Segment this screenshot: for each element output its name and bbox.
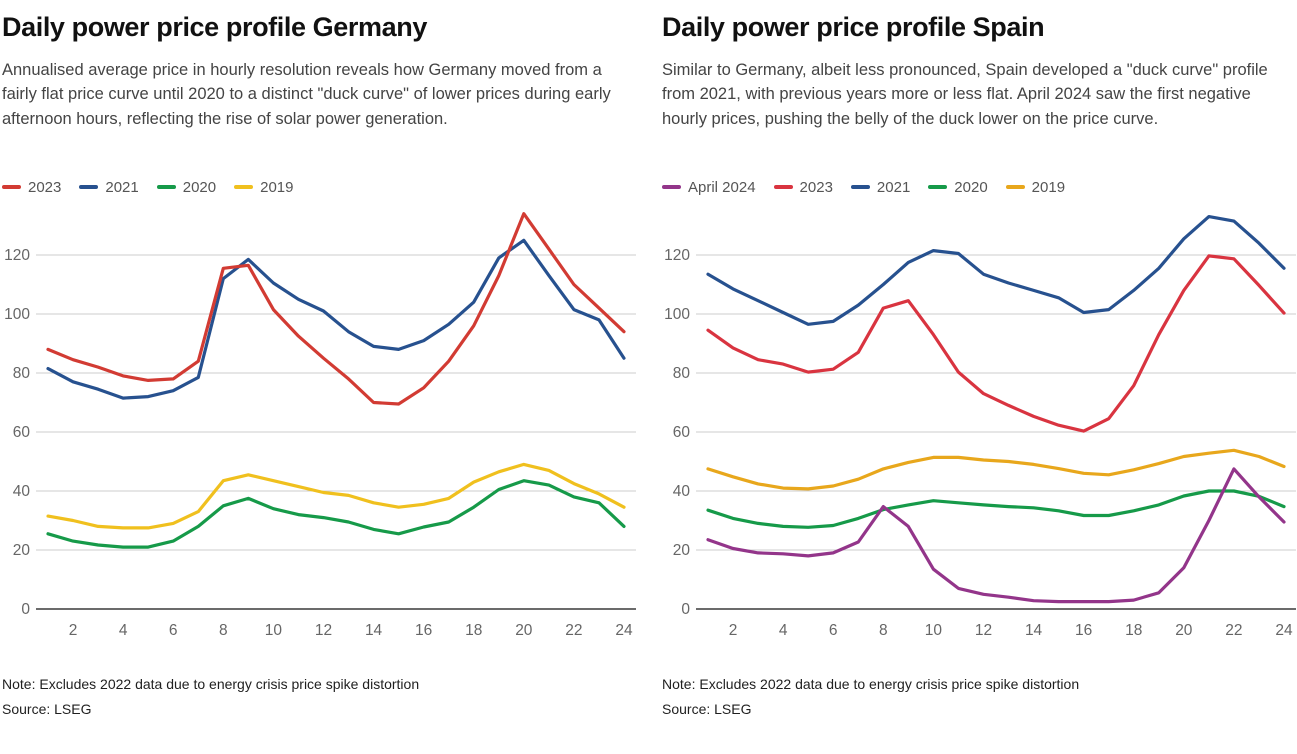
chart-source: Source: LSEG — [2, 701, 92, 718]
legend-swatch — [79, 185, 99, 189]
x-tick-label: 24 — [615, 622, 633, 639]
chart-source: Source: LSEG — [662, 701, 752, 718]
legend-item-2020: 2020 — [156, 178, 217, 196]
y-tick-label: 60 — [13, 424, 31, 441]
chart-subtitle-germany: Annualised average price in hourly resol… — [2, 61, 611, 128]
y-tick-label: 120 — [4, 247, 30, 264]
y-tick-label: 60 — [673, 424, 691, 441]
legend-label: 2019 — [260, 178, 294, 196]
x-tick-label: 6 — [169, 622, 178, 639]
page: Daily power price profile Germany Annual… — [2, 12, 1297, 722]
series-line-2021 — [706, 215, 1286, 326]
series-line-2023 — [46, 212, 626, 406]
legend-label: 2023 — [799, 178, 833, 196]
y-tick-label: 20 — [13, 542, 31, 559]
legend-label: 2021 — [876, 178, 911, 196]
x-tick-label: 22 — [1225, 622, 1242, 639]
y-tick-label: 80 — [13, 365, 31, 382]
x-tick-label: 20 — [1175, 622, 1193, 639]
chart-title-spain: Daily power price profile Spain — [662, 12, 1045, 42]
y-tick-label: 0 — [681, 601, 690, 618]
series-line-april-2024 — [706, 467, 1286, 604]
series-line-2020 — [706, 489, 1286, 529]
legend-label: April 2024 — [688, 178, 756, 196]
x-tick-label: 24 — [1275, 622, 1293, 639]
chart-footer-spain: Note: Excludes 2022 data due to energy c… — [662, 672, 1297, 722]
x-tick-label: 6 — [829, 622, 838, 639]
legend-swatch — [2, 185, 21, 189]
y-tick-label: 100 — [664, 306, 690, 323]
legend-label: 2023 — [28, 178, 62, 196]
chart-subtitle-spain: Similar to Germany, albeit less pronounc… — [662, 61, 1268, 128]
legend-item-2023: 2023 — [2, 179, 61, 196]
legend-swatch — [156, 185, 176, 189]
x-tick-label: 10 — [265, 622, 283, 639]
legend-swatch — [773, 185, 793, 189]
x-tick-label: 8 — [219, 622, 228, 639]
legend-item-2023: 2023 — [773, 178, 833, 196]
x-tick-label: 18 — [465, 622, 482, 639]
x-tick-label: 2 — [69, 622, 78, 639]
chart-footer-germany: Note: Excludes 2022 data due to energy c… — [2, 672, 638, 722]
legend-spain: April 2024 2023 2021 2020 2019 — [662, 177, 1297, 197]
x-tick-label: 8 — [879, 622, 888, 639]
legend-item-april-2024: April 2024 — [662, 179, 756, 196]
legend-label: 2020 — [182, 178, 217, 196]
y-tick-label: 40 — [673, 483, 691, 500]
legend-swatch — [234, 185, 254, 189]
series-line-2023 — [706, 254, 1286, 433]
legend-germany: 2023 2021 2020 2019 — [2, 177, 638, 197]
legend-item-2020: 2020 — [928, 178, 988, 196]
legend-label: 2020 — [954, 178, 988, 196]
x-tick-label: 4 — [779, 622, 788, 639]
y-tick-label: 80 — [673, 365, 691, 382]
x-tick-label: 16 — [1075, 622, 1092, 639]
legend-item-2021: 2021 — [79, 178, 139, 196]
legend-label: 2021 — [105, 178, 139, 196]
y-tick-label: 100 — [4, 306, 30, 323]
chart-title-germany: Daily power price profile Germany — [2, 12, 427, 42]
legend-item-2019: 2019 — [234, 178, 294, 196]
x-tick-label: 4 — [119, 622, 128, 639]
series-line-2020 — [46, 479, 626, 549]
chart-column-spain: Daily power price profile Spain Similar … — [662, 12, 1297, 722]
legend-swatch — [1005, 185, 1025, 189]
x-tick-label: 22 — [565, 622, 582, 639]
chart-note: Note: Excludes 2022 data due to energy c… — [662, 676, 1080, 692]
series-line-2019 — [46, 462, 626, 530]
chart-column-germany: Daily power price profile Germany Annual… — [2, 12, 638, 722]
legend-item-2021: 2021 — [850, 178, 911, 196]
y-tick-label: 0 — [21, 601, 30, 618]
x-tick-label: 16 — [415, 622, 432, 639]
x-tick-label: 2 — [729, 622, 738, 639]
x-tick-label: 20 — [515, 622, 533, 639]
y-tick-label: 20 — [673, 542, 691, 559]
chart-note: Note: Excludes 2022 data due to energy c… — [2, 676, 420, 692]
series-line-2021 — [46, 238, 626, 400]
series-line-2019 — [706, 448, 1286, 491]
y-tick-label: 40 — [13, 483, 31, 500]
x-tick-label: 18 — [1125, 622, 1142, 639]
x-tick-label: 14 — [365, 622, 383, 639]
x-tick-label: 12 — [315, 622, 332, 639]
legend-label: 2019 — [1031, 178, 1066, 196]
x-tick-label: 12 — [975, 622, 992, 639]
legend-item-2019: 2019 — [1005, 178, 1066, 196]
legend-swatch — [662, 185, 681, 189]
legend-swatch — [928, 185, 948, 189]
x-tick-label: 10 — [925, 622, 943, 639]
legend-swatch — [850, 185, 870, 189]
y-tick-label: 120 — [664, 247, 690, 264]
x-tick-label: 14 — [1025, 622, 1043, 639]
